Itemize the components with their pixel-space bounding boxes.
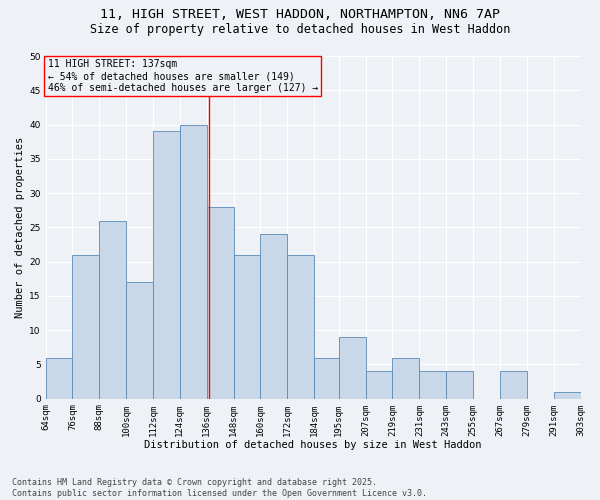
Y-axis label: Number of detached properties: Number of detached properties bbox=[15, 136, 25, 318]
Bar bbox=[153, 132, 180, 398]
Bar bbox=[46, 358, 73, 399]
Bar bbox=[392, 358, 419, 399]
Bar bbox=[419, 372, 446, 398]
Bar bbox=[206, 207, 233, 398]
Bar bbox=[126, 282, 153, 399]
Bar bbox=[287, 255, 314, 398]
Bar bbox=[500, 372, 527, 398]
Bar bbox=[554, 392, 581, 398]
Text: 11 HIGH STREET: 137sqm
← 54% of detached houses are smaller (149)
46% of semi-de: 11 HIGH STREET: 137sqm ← 54% of detached… bbox=[48, 60, 318, 92]
Text: 11, HIGH STREET, WEST HADDON, NORTHAMPTON, NN6 7AP: 11, HIGH STREET, WEST HADDON, NORTHAMPTO… bbox=[100, 8, 500, 20]
Bar bbox=[180, 124, 206, 398]
Bar bbox=[314, 358, 339, 399]
X-axis label: Distribution of detached houses by size in West Haddon: Distribution of detached houses by size … bbox=[144, 440, 482, 450]
Text: Size of property relative to detached houses in West Haddon: Size of property relative to detached ho… bbox=[90, 22, 510, 36]
Text: Contains HM Land Registry data © Crown copyright and database right 2025.
Contai: Contains HM Land Registry data © Crown c… bbox=[12, 478, 427, 498]
Bar bbox=[73, 255, 99, 398]
Bar bbox=[233, 255, 260, 398]
Bar bbox=[365, 372, 392, 398]
Bar bbox=[260, 234, 287, 398]
Bar bbox=[339, 337, 365, 398]
Bar bbox=[99, 220, 126, 398]
Bar bbox=[446, 372, 473, 398]
